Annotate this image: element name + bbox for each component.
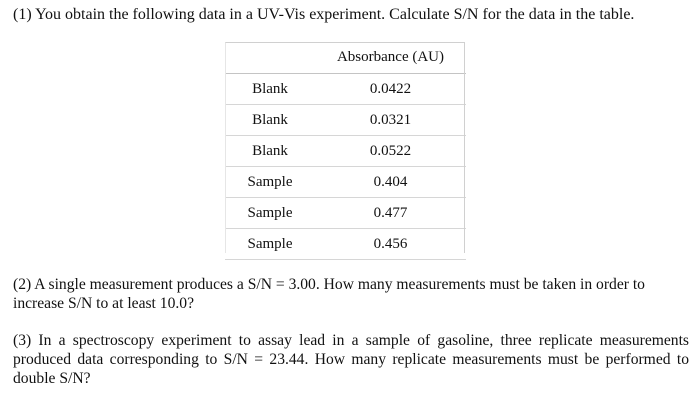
absorbance-data-table: Absorbance (AU) Blank 0.0422 Blank 0.032… [225,42,466,260]
row-absorbance: 0.404 [315,166,466,198]
table-row: Blank 0.0522 [225,135,466,167]
table-row: Blank 0.0422 [225,73,466,105]
row-absorbance: 0.0321 [315,104,466,136]
table-row: Sample 0.456 [225,228,466,260]
row-label: Sample [225,197,315,229]
table-row: Blank 0.0321 [225,104,466,136]
table-header-absorbance: Absorbance (AU) [315,42,466,74]
row-label: Sample [225,166,315,198]
row-absorbance: 0.0522 [315,135,466,167]
table-row: Sample 0.404 [225,166,466,198]
row-absorbance: 0.456 [315,228,466,260]
row-label: Blank [225,135,315,167]
row-absorbance: 0.477 [315,197,466,229]
row-label: Blank [225,73,315,105]
question-1-text: (1) You obtain the following data in a U… [13,6,635,23]
question-2-text: (2) A single measurement produces a S/N … [13,276,645,312]
row-label: Sample [225,228,315,260]
table-row: Sample 0.477 [225,197,466,229]
row-absorbance: 0.0422 [315,73,466,105]
question-3-text: (3) In a spectroscopy experiment to assa… [13,332,689,387]
table-header-row: Absorbance (AU) [225,42,466,74]
row-label: Blank [225,104,315,136]
table-header-label [225,42,315,74]
